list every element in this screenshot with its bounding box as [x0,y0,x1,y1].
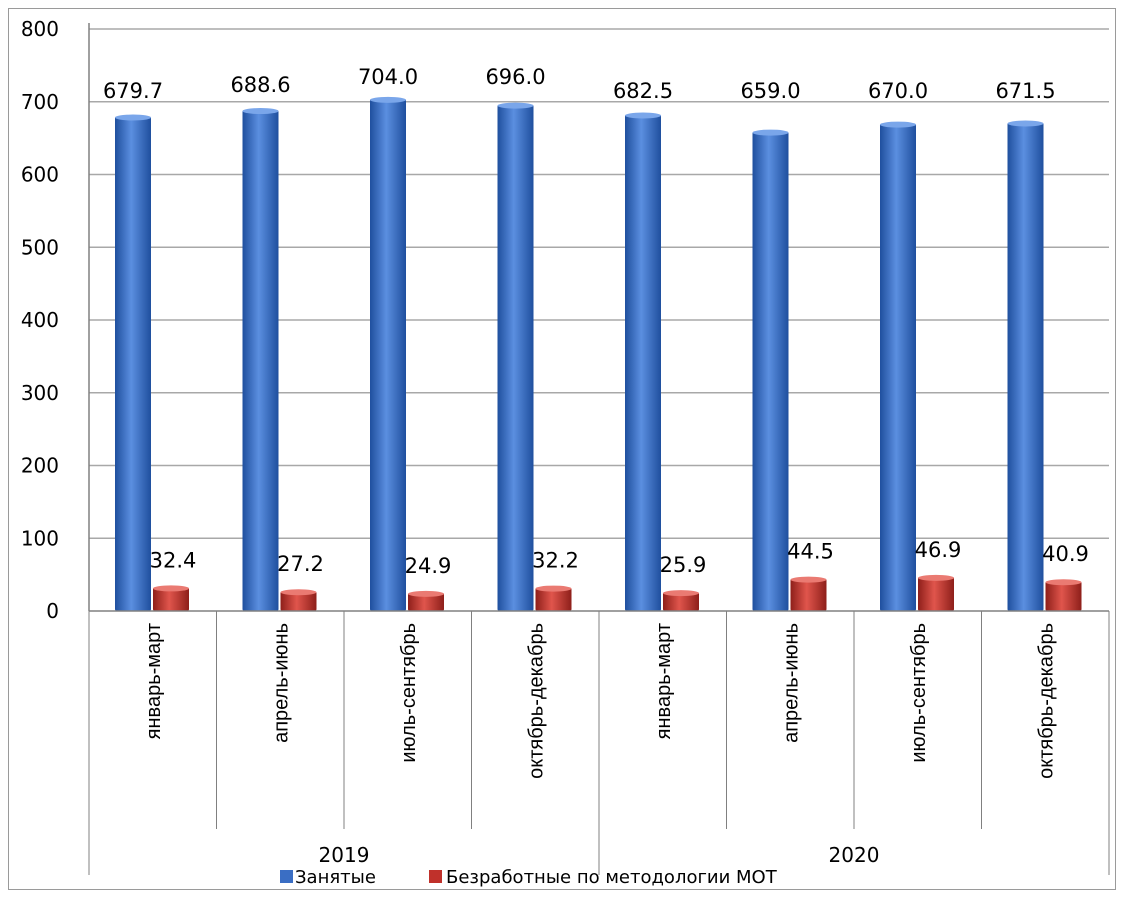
bars [115,96,1082,612]
bar-unemployed-top [535,585,572,592]
bar-employed-top [242,108,279,115]
bar-unemployed-top [280,589,317,596]
y-tick-label: 500 [21,235,59,259]
bar-unemployed-top [918,574,954,581]
y-tick-label: 400 [21,308,59,332]
data-label-employed: 659.0 [740,79,800,103]
data-label-unemployed: 32.2 [532,549,579,573]
year-label: 2019 [319,843,370,867]
data-label-unemployed: 25.9 [660,553,707,577]
bar-unemployed-top [408,590,444,597]
category-label: июль-сентябрь [398,623,420,763]
legend-label-employed: Занятые [295,867,376,888]
y-tick-label: 100 [21,526,59,550]
data-label-unemployed: 24.9 [405,554,452,578]
y-tick-label: 800 [21,17,59,41]
bar-unemployed-top [1045,579,1082,586]
bar-unemployed [1045,581,1082,611]
year-label: 2020 [829,843,880,867]
x-axis: январь-март апрель-июнь июль-сентябрь октяб… [88,610,1110,875]
y-axis: 0 100 200 300 400 500 600 700 800 [21,17,90,623]
bar-employed [370,98,406,612]
legend-swatch-employed [280,870,293,883]
data-labels: 679.7 32.4 688.6 27.2 704.0 24.9 696.0 32.2 682.… [103,65,1089,578]
bar-unemployed [408,592,444,611]
category-label: апрель-июнь [780,623,802,743]
data-label-unemployed: 46.9 [915,538,962,562]
category-label: октябрь-декабрь [1035,623,1057,779]
bar-chart: 0 100 200 300 400 500 600 700 800 679.7 32.4 688.6… [21,17,1110,888]
category-label: апрель-июнь [270,623,292,743]
legend: Занятые Безработные по методологии МОТ [280,867,778,888]
bar-employed [242,110,279,611]
category-label: январь-март [143,623,165,739]
data-label-employed: 696.0 [485,65,545,89]
data-label-employed: 679.7 [103,79,163,103]
category-label: июль-сентябрь [908,623,930,763]
bar-employed-top [880,121,916,128]
bar-employed [115,116,151,611]
category-label: октябрь-декабрь [525,623,547,779]
legend-swatch-unemployed [429,870,442,883]
bar-employed [880,123,916,611]
y-tick-label: 600 [21,163,59,187]
data-label-employed: 682.5 [613,79,673,103]
bar-employed [1007,122,1044,611]
data-label-employed: 670.0 [868,79,928,103]
bar-unemployed-top [790,576,827,583]
data-label-employed: 704.0 [358,65,418,89]
bar-employed-top [370,96,406,103]
bar-employed-top [115,114,151,121]
bar-employed-top [625,112,661,119]
gridlines [89,28,1109,539]
data-label-unemployed: 40.9 [1042,542,1089,566]
bar-employed-top [1007,120,1044,127]
bar-employed [752,131,789,611]
bar-unemployed [153,587,189,611]
bar-employed [497,104,534,611]
bar-unemployed [790,578,827,611]
data-label-employed: 671.5 [995,79,1055,103]
data-label-unemployed: 44.5 [787,540,834,564]
bar-unemployed [918,576,954,611]
bar-employed-top [752,129,789,136]
y-tick-label: 300 [21,381,59,405]
bar-unemployed [535,587,572,611]
y-tick-label: 200 [21,454,59,478]
category-label: январь-март [653,623,675,739]
legend-label-unemployed: Безработные по методологии МОТ [446,867,778,888]
bar-unemployed-top [153,585,189,592]
data-label-employed: 688.6 [230,73,290,97]
data-label-unemployed: 32.4 [150,548,197,572]
y-tick-label: 700 [21,90,59,114]
bar-employed-top [497,102,534,109]
bar-unemployed-top [663,590,699,597]
bar-unemployed [663,592,699,611]
chart-frame: 0 100 200 300 400 500 600 700 800 679.7 32.4 688.6… [8,8,1116,890]
y-tick-label: 0 [46,599,59,623]
bar-unemployed [280,591,317,611]
data-label-unemployed: 27.2 [277,552,324,576]
bar-employed [625,114,661,611]
